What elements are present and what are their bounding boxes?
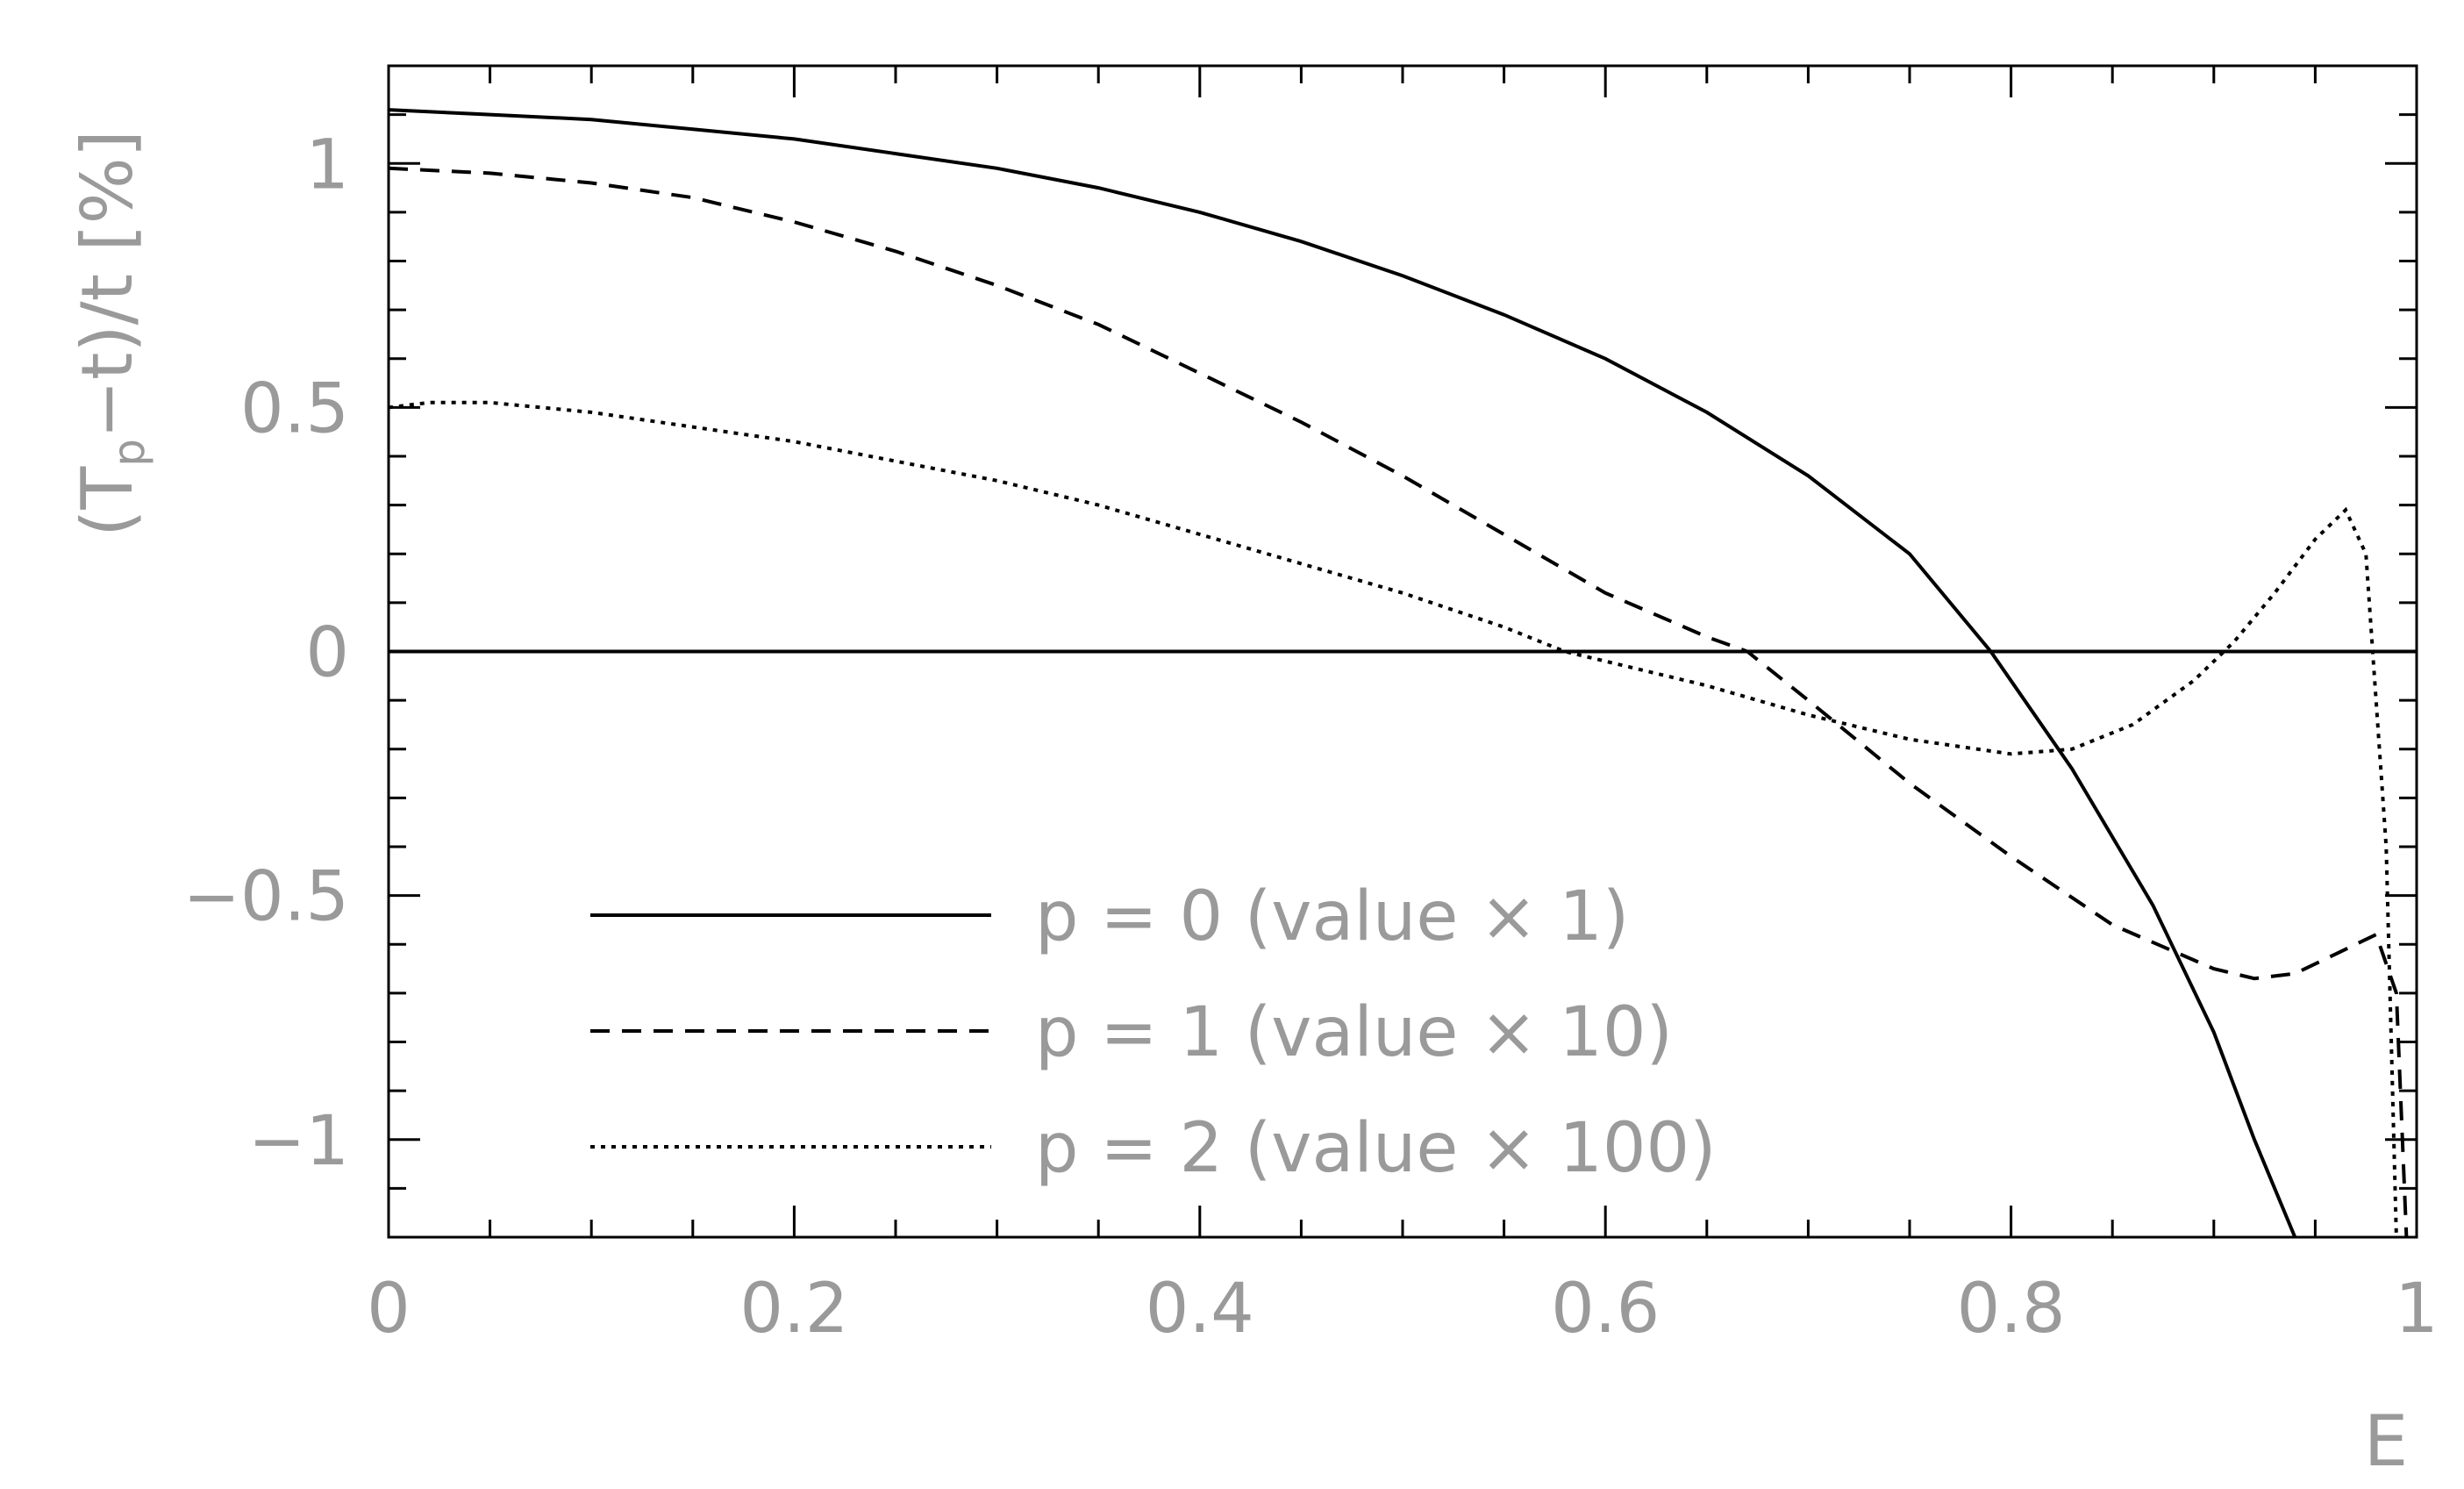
- y-axis-title-prefix: (T: [67, 466, 148, 537]
- series-line-solid: [389, 108, 2297, 1237]
- x-axis-title: E: [2364, 1400, 2409, 1482]
- legend-label: p = 1 (value × 10): [1035, 993, 1673, 1072]
- y-tick-label: 1: [305, 125, 349, 204]
- x-tick-label: 0.2: [739, 1270, 848, 1349]
- legend-label: p = 2 (value × 100): [1035, 1109, 1717, 1188]
- y-axis-title: (Tp−t)/t [%]: [67, 130, 154, 537]
- x-tick-label: 0.8: [1957, 1270, 2066, 1349]
- x-tick-label: 1: [2395, 1270, 2439, 1349]
- x-tick-label: 0.4: [1146, 1270, 1254, 1349]
- y-tick-label: 0.5: [240, 369, 349, 448]
- series-line-dashed: [389, 166, 2409, 1237]
- x-tick-label: 0.6: [1551, 1270, 1660, 1349]
- y-tick-label: −0.5: [183, 858, 349, 937]
- x-tick-label: 0: [367, 1270, 411, 1349]
- axis-ticks: [387, 64, 2418, 1239]
- y-axis-title-subscript: p: [104, 439, 154, 467]
- y-axis-title-suffix: −t)/t [%]: [67, 130, 148, 439]
- series-layer: [389, 108, 2417, 1237]
- y-tick-label: 0: [305, 614, 349, 693]
- y-tick-labels: −1 −0.5 0 0.5 1: [183, 125, 349, 1181]
- series-line-dotted: [389, 400, 2398, 1237]
- legend-label: p = 0 (value × 1): [1035, 877, 1629, 956]
- legend: p = 0 (value × 1) p = 1 (value × 10) p = 2…: [590, 877, 1717, 1188]
- x-tick-labels: 0 0.2 0.4 0.6 0.8 1: [367, 1270, 2439, 1349]
- plot-frame: [387, 64, 2418, 1239]
- y-tick-label: −1: [248, 1102, 349, 1181]
